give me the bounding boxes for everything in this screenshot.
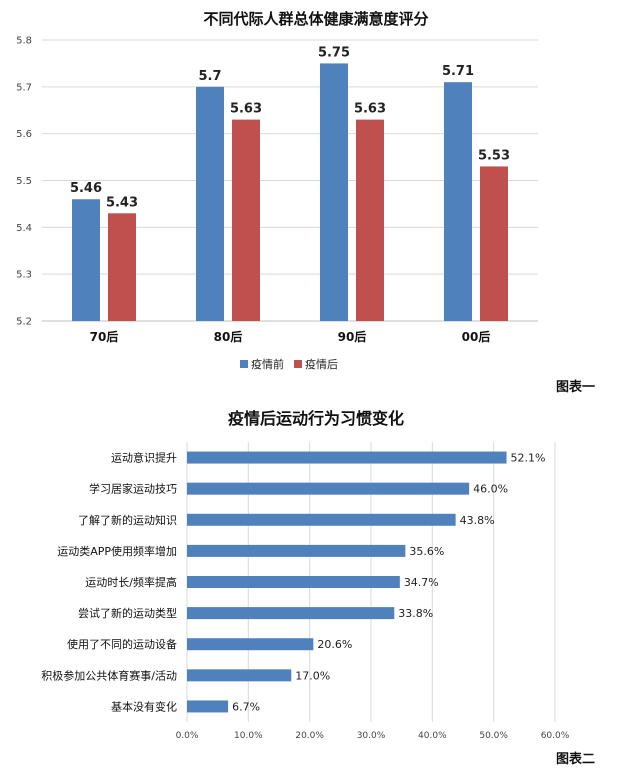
hbar-value-label: 43.8% — [460, 514, 495, 527]
hbar — [187, 638, 314, 651]
y-tick-label: 5.6 — [16, 129, 32, 140]
bar-value-label: 5.46 — [70, 181, 102, 196]
figure1-label: 图表一 — [556, 380, 596, 395]
y-category-label: 基本没有变化 — [111, 699, 177, 713]
chart1-title: 不同代际人群总体健康满意度评分 — [203, 10, 429, 28]
hbar-value-label: 33.8% — [398, 607, 433, 620]
y-category-label: 运动类APP使用频率增加 — [57, 544, 177, 558]
y-category-label: 学习居家运动技巧 — [89, 482, 177, 496]
y-category-label: 了解了新的运动知识 — [78, 513, 177, 527]
y-category-label: 运动意识提升 — [111, 451, 177, 465]
legend-swatch-before — [240, 360, 248, 368]
x-tick-label: 0.0% — [176, 731, 199, 741]
hbar-value-label: 20.6% — [317, 638, 352, 651]
hbar — [187, 607, 395, 620]
x-tick-label: 20.0% — [295, 731, 324, 741]
bar-value-label: 5.71 — [442, 64, 474, 79]
hbar-value-label: 6.7% — [232, 700, 260, 713]
bar-before — [320, 63, 348, 322]
x-tick-label: 10.0% — [234, 731, 263, 741]
x-tick-label: 60.0% — [541, 731, 570, 741]
x-category-label: 00后 — [462, 329, 491, 344]
chart1-plot: 5.2 5.3 5.4 5.5 5.6 5.7 5.8 5.46 5.43 70后 5.7 5.63 8… — [16, 36, 538, 344]
hbar-value-label: 17.0% — [295, 669, 330, 682]
bar-value-label: 5.63 — [230, 102, 262, 117]
bar-after — [108, 213, 136, 321]
hbar-value-label: 46.0% — [473, 483, 508, 496]
bar-value-label: 5.63 — [354, 102, 386, 117]
chart2-title: 疫情后运动行为习惯变化 — [227, 409, 404, 428]
bar-after — [232, 119, 260, 321]
figure2-label: 图表二 — [556, 752, 596, 767]
hbar — [187, 669, 292, 682]
bar-value-label: 5.75 — [318, 45, 350, 60]
y-tick-label: 5.7 — [16, 82, 32, 93]
y-category-label: 积极参加公共体育赛事/活动 — [41, 668, 177, 682]
x-category-label: 70后 — [90, 329, 119, 344]
y-category-label: 尝试了新的运动类型 — [78, 606, 177, 620]
y-tick-label: 5.5 — [16, 176, 32, 187]
legend-label-after: 疫情后 — [305, 358, 338, 371]
hbar-value-label: 52.1% — [511, 452, 546, 465]
bar-before — [72, 199, 100, 321]
x-category-label: 90后 — [338, 329, 367, 344]
legend-item-before: 疫情前 — [240, 356, 284, 372]
legend-label-before: 疫情前 — [251, 358, 284, 371]
y-tick-label: 5.8 — [16, 36, 32, 47]
x-tick-label: 50.0% — [479, 731, 508, 741]
y-tick-label: 5.4 — [16, 223, 32, 234]
hbar — [187, 700, 229, 713]
x-category-label: 80后 — [214, 329, 243, 344]
hbar — [187, 482, 470, 495]
y-tick-label: 5.2 — [16, 317, 32, 328]
hbar-value-label: 35.6% — [409, 545, 444, 558]
bar-before — [444, 82, 472, 322]
legend-swatch-after — [294, 360, 302, 368]
legend-item-after: 疫情后 — [294, 356, 338, 372]
hbar — [187, 451, 507, 464]
hbar — [187, 544, 406, 557]
bar-value-label: 5.7 — [198, 69, 221, 84]
chart1-legend: 疫情前 疫情后 — [240, 356, 338, 372]
hbar-value-label: 34.7% — [404, 576, 439, 589]
bar-after — [480, 166, 508, 321]
x-tick-label: 40.0% — [418, 731, 447, 741]
y-tick-label: 5.3 — [16, 270, 32, 281]
bar-after — [356, 119, 384, 321]
y-category-label: 使用了不同的运动设备 — [67, 637, 177, 651]
x-tick-label: 30.0% — [357, 731, 386, 741]
bar-before — [196, 86, 224, 321]
bar-value-label: 5.53 — [478, 148, 510, 163]
bar-value-label: 5.43 — [106, 195, 138, 210]
y-category-label: 运动时长/频率提高 — [85, 575, 177, 589]
hbar — [187, 513, 456, 526]
hbar — [187, 576, 400, 588]
